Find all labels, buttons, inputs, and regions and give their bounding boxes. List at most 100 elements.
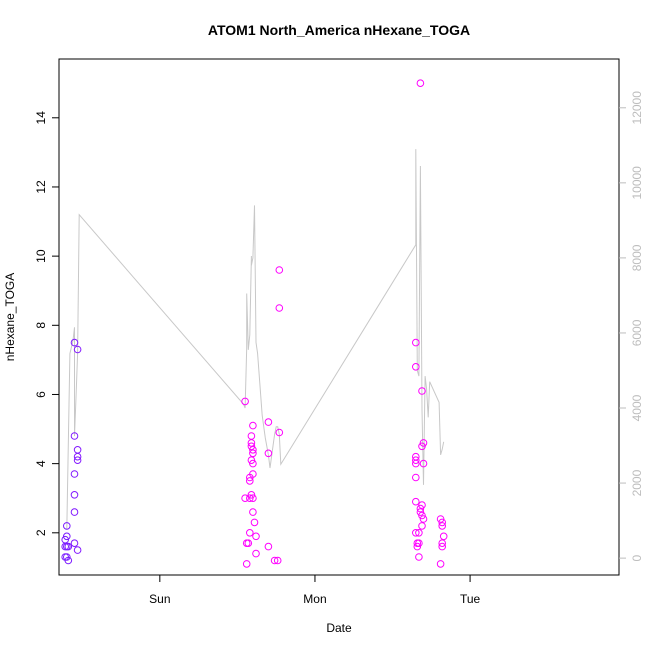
data-point (63, 553, 71, 561)
y-left-tick-label: 2 (34, 529, 48, 536)
series-line-path (66, 149, 445, 530)
data-point (250, 518, 259, 527)
data-point (70, 491, 79, 499)
data-point (416, 79, 425, 87)
data-point (412, 338, 420, 347)
data-point (249, 421, 257, 430)
data-point (270, 556, 279, 565)
y-left-tick-label: 14 (34, 111, 48, 125)
series-points (61, 79, 448, 568)
data-point (418, 501, 426, 509)
data-point (439, 532, 448, 541)
data-point (247, 456, 256, 465)
y-left-tick-label: 12 (34, 180, 48, 194)
y-left-tick-label: 8 (34, 322, 48, 329)
data-point (419, 515, 428, 523)
data-point (418, 387, 426, 395)
data-point (73, 546, 82, 554)
y-axis-label: nHexane_TOGA (3, 273, 17, 362)
data-point (252, 532, 260, 541)
data-point (249, 459, 257, 468)
data-point (249, 446, 257, 454)
data-point (412, 473, 420, 482)
data-point (70, 508, 79, 516)
data-point (412, 363, 420, 371)
data-point (246, 529, 254, 537)
y-axis-right: 0 2000 4000 6000 8000 10000 12000 (619, 91, 644, 561)
data-point (438, 522, 447, 530)
x-axis-label: Date (326, 621, 352, 635)
data-point (418, 511, 426, 520)
chart-title: ATOM1 North_America nHexane_TOGA (208, 22, 470, 38)
data-point (418, 442, 426, 451)
data-point (415, 539, 423, 548)
data-point (419, 439, 428, 447)
data-point (275, 266, 284, 274)
data-point (73, 345, 82, 354)
data-point (415, 553, 423, 561)
data-point (242, 560, 251, 568)
data-point (247, 432, 256, 440)
y-left-tick-label: 10 (34, 249, 48, 263)
data-point (412, 497, 420, 506)
y-right-tick-label: 10000 (630, 166, 644, 200)
data-point (252, 549, 260, 558)
data-point (249, 470, 257, 478)
data-point (70, 470, 79, 478)
data-point (70, 539, 79, 548)
y-right-tick-label: 6000 (630, 319, 644, 346)
data-point (249, 449, 257, 458)
series-line (66, 149, 445, 530)
data-point (246, 477, 254, 485)
data-point (64, 556, 73, 565)
data-point (241, 494, 249, 503)
data-point (419, 459, 428, 468)
y-right-tick-label: 2000 (630, 469, 644, 496)
data-point (264, 542, 273, 551)
data-point (63, 522, 71, 530)
data-point (412, 459, 420, 468)
y-right-tick-label: 4000 (630, 394, 644, 421)
data-point (416, 504, 425, 513)
x-tick-label: Sun (149, 592, 170, 606)
data-point (416, 508, 425, 516)
data-point (438, 542, 447, 551)
y-axis-left: 2 4 6 8 10 12 14 (34, 111, 59, 536)
data-point (413, 542, 422, 551)
data-point (264, 449, 273, 458)
data-point (244, 539, 253, 548)
data-point (436, 560, 445, 568)
data-point (438, 518, 447, 527)
data-point (241, 397, 249, 406)
data-point (264, 418, 273, 426)
data-point (412, 529, 420, 537)
x-axis: Sun Mon Tue (149, 575, 481, 606)
data-point (73, 456, 82, 465)
data-point (418, 522, 426, 530)
data-point (70, 338, 79, 347)
data-point (70, 432, 79, 440)
plot-frame (58, 58, 620, 576)
data-point (438, 539, 447, 548)
data-point (249, 508, 257, 516)
data-point (275, 428, 284, 437)
data-point (73, 452, 82, 461)
x-tick-label: Mon (303, 592, 326, 606)
y-right-tick-label: 12000 (630, 91, 644, 125)
data-point (63, 532, 71, 541)
y-left-tick-label: 4 (34, 460, 48, 467)
data-point (247, 491, 256, 499)
y-right-tick-label: 8000 (630, 244, 644, 271)
data-point (247, 442, 256, 451)
data-point (249, 494, 257, 503)
data-point (275, 304, 284, 312)
data-point (436, 515, 445, 523)
data-point (273, 556, 282, 565)
data-point (64, 542, 73, 551)
data-point (415, 529, 423, 537)
data-point (246, 494, 254, 503)
data-point (61, 535, 69, 544)
